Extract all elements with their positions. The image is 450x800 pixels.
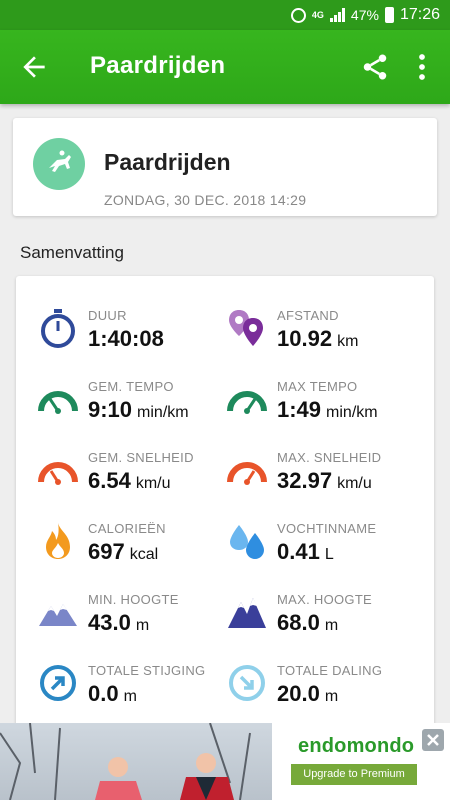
stat-unit: min/km — [137, 404, 189, 421]
stat-label: AFSTAND — [277, 308, 339, 323]
page-title: Paardrijden — [90, 52, 226, 79]
ad-banner[interactable]: endomondo Upgrade to Premium — [0, 723, 450, 800]
stat-value: 43.0 — [88, 610, 131, 635]
network-type: 4G — [311, 9, 324, 20]
back-arrow-icon[interactable] — [18, 51, 50, 83]
arrow-up-right-circle-icon — [40, 665, 76, 701]
stat-total-descent: TOTALE DALING 20.0 m — [227, 663, 427, 723]
stat-value: 6.54 — [88, 468, 131, 493]
gauge-icon — [227, 391, 267, 414]
stat-unit: kcal — [129, 546, 159, 563]
summary-title: Samenvatting — [20, 243, 124, 262]
stat-unit: min/km — [326, 404, 378, 421]
stat-unit: m — [123, 688, 137, 705]
stat-value: 10.92 — [277, 326, 333, 351]
mountains-icon — [39, 604, 77, 626]
activity-name: Paardrijden — [104, 149, 231, 175]
stat-unit: km — [337, 333, 359, 350]
stat-max-pace: MAX TEMPO 1:49 min/km — [227, 379, 427, 439]
flame-icon — [46, 523, 70, 559]
app-bar: Paardrijden — [0, 30, 450, 104]
stat-label: MAX. SNELHEID — [277, 450, 382, 465]
stat-calories: CALORIEËN 697 kcal — [38, 521, 238, 581]
ad-close-icon[interactable] — [422, 729, 444, 751]
stat-unit: L — [324, 546, 334, 563]
stat-value: 0.41 — [277, 539, 320, 564]
stat-label: GEM. SNELHEID — [88, 450, 194, 465]
ad-panel[interactable]: endomondo Upgrade to Premium — [272, 723, 450, 800]
stat-avg-pace: GEM. TEMPO 9:10 min/km — [38, 379, 238, 439]
stat-value: 20.0 — [277, 681, 320, 706]
stat-label: MAX TEMPO — [277, 379, 358, 394]
stat-label: MIN. HOOGTE — [88, 592, 179, 607]
activity-header-card: Paardrijden ZONDAG, 30 DEC. 2018 14:29 — [13, 118, 437, 216]
stat-distance: AFSTAND 10.92 km — [227, 308, 427, 368]
stat-total-ascent: TOTALE STIJGING 0.0 m — [38, 663, 238, 723]
stat-value: 32.97 — [277, 468, 333, 493]
stat-unit: km/u — [337, 475, 372, 492]
battery-percent: 47% — [350, 7, 379, 23]
upgrade-button[interactable]: Upgrade to Premium — [291, 764, 417, 785]
stat-value: 697 — [88, 539, 125, 564]
stat-hydration: VOCHTINNAME 0.41 L — [227, 521, 427, 581]
stat-max-speed: MAX. SNELHEID 32.97 km/u — [227, 450, 427, 510]
map-pins-icon — [229, 310, 263, 346]
speedometer-icon — [227, 462, 267, 485]
speedometer-icon — [38, 462, 78, 485]
ad-photo — [0, 723, 272, 800]
stat-duration: DUUR 1:40:08 — [38, 308, 238, 368]
alarm-icon — [290, 7, 306, 23]
arrow-down-right-circle-icon — [229, 665, 265, 701]
stat-unit: m — [324, 617, 339, 634]
stat-value: 1:49 — [277, 397, 322, 422]
stat-avg-speed: GEM. SNELHEID 6.54 km/u — [38, 450, 238, 510]
stat-value: 9:10 — [88, 397, 133, 422]
stat-label: GEM. TEMPO — [88, 379, 174, 394]
status-bar: 4G 47% 17:26 — [0, 0, 450, 30]
endomondo-logo: endomondo — [298, 735, 415, 757]
stat-label: TOTALE DALING — [277, 663, 383, 678]
stat-unit: km/u — [135, 475, 171, 492]
activity-date: ZONDAG, 30 DEC. 2018 14:29 — [104, 192, 307, 208]
stat-value: 68.0 — [277, 610, 320, 635]
more-vert-icon[interactable] — [412, 52, 432, 82]
stat-value: 1:40:08 — [88, 326, 164, 351]
share-icon[interactable] — [360, 52, 390, 82]
stat-label: TOTALE STIJGING — [88, 663, 206, 678]
summary-card: DUUR 1:40:08 AFSTAND 10.92 km GEM. TEMPO … — [16, 276, 434, 736]
stat-unit: m — [324, 688, 339, 705]
stat-label: VOCHTINNAME — [277, 521, 377, 536]
stat-label: CALORIEËN — [88, 521, 166, 536]
mountains-icon — [228, 598, 266, 628]
stat-unit: m — [135, 617, 150, 634]
stat-label: MAX. HOOGTE — [277, 592, 373, 607]
signal-icon — [329, 8, 345, 22]
stat-max-altitude: MAX. HOOGTE 68.0 m — [227, 592, 427, 652]
stopwatch-icon — [41, 309, 75, 348]
gauge-icon — [38, 391, 78, 414]
stat-min-altitude: MIN. HOOGTE 43.0 m — [38, 592, 238, 652]
stat-label: DUUR — [88, 308, 127, 323]
battery-icon — [384, 7, 394, 23]
clock: 17:26 — [399, 6, 440, 23]
horse-riding-icon — [33, 138, 85, 190]
water-drops-icon — [230, 525, 264, 559]
stat-value: 0.0 — [88, 681, 119, 706]
